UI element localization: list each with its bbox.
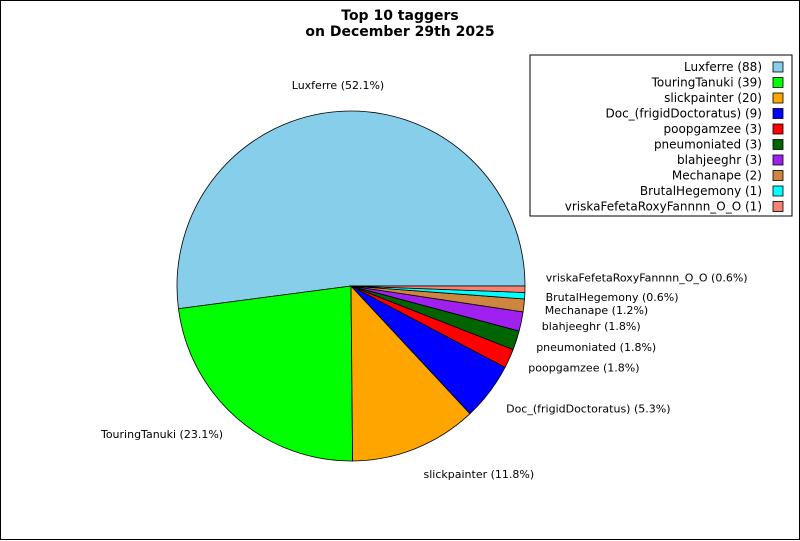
legend-entry-blahjeeghr: blahjeeghr (3)	[677, 153, 762, 167]
slice-label-slickpainter: slickpainter (11.8%)	[424, 468, 535, 481]
slice-label-Doc_(frigidDoctoratus): Doc_(frigidDoctoratus) (5.3%)	[506, 403, 670, 416]
slice-label-poopgamzee: poopgamzee (1.8%)	[528, 361, 639, 374]
legend-swatch-pneumoniated	[772, 139, 784, 150]
slice-label-vriskaFefetaRoxyFannnn_O_O: vriskaFefetaRoxyFannnn_O_O (0.6%)	[546, 272, 748, 285]
legend-swatch-Mechanape	[772, 170, 784, 181]
legend-swatch-TouringTanuki	[772, 77, 784, 88]
legend-swatch-blahjeeghr	[772, 154, 784, 166]
pie-slice-vriskaFefetaRoxyFannnn_O_O	[350, 285, 526, 293]
pie-labels: Luxferre (52.1%) TouringTanuki (23.1%) sli…	[100, 79, 748, 481]
slice-label-blahjeeghr: blahjeeghr (1.8%)	[542, 320, 641, 333]
slice-label-Luxferre: Luxferre (52.1%)	[292, 79, 384, 92]
legend-entry-vriskaFefetaRoxyFannnn_O_O: vriskaFefetaRoxyFannnn_O_O (1)	[565, 200, 762, 214]
chart-subtitle: on December 29th 2025	[305, 24, 494, 40]
pie-slice-slickpainter	[350, 284, 471, 462]
legend-swatch-Luxferre	[772, 61, 784, 73]
slice-label-pneumoniated: pneumoniated (1.8%)	[536, 341, 656, 354]
legend-entry-Luxferre: Luxferre (88)	[684, 60, 762, 74]
legend-entry-Mechanape: Mechanape (2)	[672, 169, 762, 183]
legend-box	[529, 54, 793, 217]
legend-swatch-BrutalHegemony	[772, 185, 784, 197]
slice-label-Mechanape: Mechanape (1.2%)	[545, 304, 649, 317]
slice-label-TouringTanuki: TouringTanuki (23.1%)	[100, 428, 223, 441]
legend-swatch-vriskaFefetaRoxyFannnn_O_O	[772, 201, 784, 212]
legend-swatch-Doc_(frigidDoctoratus)	[772, 108, 784, 119]
legend-entry-Doc_(frigidDoctoratus): Doc_(frigidDoctoratus) (9)	[606, 107, 763, 121]
pie-slice-TouringTanuki	[178, 285, 354, 462]
legend-swatch-slickpainter	[772, 92, 784, 104]
legend-entry-pneumoniated: pneumoniated (3)	[654, 138, 762, 152]
legend-entry-TouringTanuki: TouringTanuki (39)	[651, 76, 762, 90]
legend-entry-slickpainter: slickpainter (20)	[664, 91, 762, 105]
pie-slice-Luxferre	[176, 110, 526, 310]
legend-entry-poopgamzee: poopgamzee (3)	[664, 122, 762, 136]
legend: Luxferre (88) TouringTanuki (39)slickpain…	[529, 54, 793, 217]
legend-swatch-poopgamzee	[772, 123, 784, 135]
slice-label-BrutalHegemony: BrutalHegemony (0.6%)	[546, 291, 679, 304]
pie-slices	[176, 110, 526, 462]
chart-title: Top 10 taggers	[341, 8, 458, 24]
legend-entry-BrutalHegemony: BrutalHegemony (1)	[640, 184, 762, 198]
